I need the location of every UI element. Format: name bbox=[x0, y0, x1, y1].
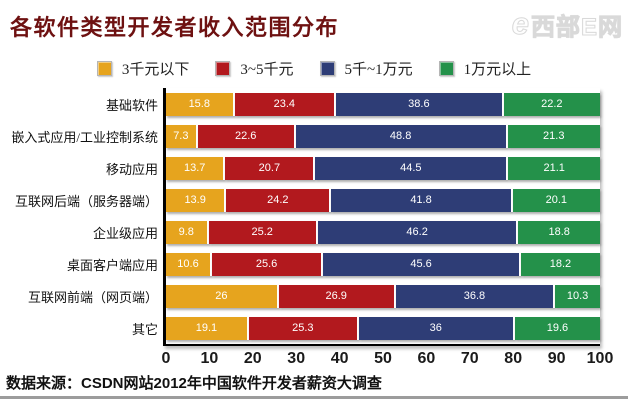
bar-track: 13.9 24.2 41.8 20.1 bbox=[166, 188, 600, 212]
bottom-divider bbox=[0, 396, 628, 399]
bar-track: 9.8 25.2 46.2 18.8 bbox=[166, 220, 600, 244]
bar-segment: 13.7 bbox=[166, 156, 226, 180]
bar-segment: 26.9 bbox=[278, 284, 396, 308]
bar-row: 19.1 25.3 36 19.6 bbox=[166, 312, 600, 344]
legend-item: 3千元以下 bbox=[96, 58, 190, 79]
bar-segment: 18.8 bbox=[518, 220, 600, 244]
bar-segment: 20.7 bbox=[225, 156, 316, 180]
legend-label: 5千~1万元 bbox=[344, 62, 413, 78]
bar-segment: 19.6 bbox=[514, 316, 600, 340]
weste-e-icon: e bbox=[511, 6, 530, 42]
x-axis-tick-label: 90 bbox=[547, 350, 566, 367]
x-axis-tick-label: 10 bbox=[200, 350, 219, 367]
bar-track: 10.6 25.6 45.6 18.2 bbox=[166, 252, 600, 276]
bar-segment: 25.3 bbox=[248, 316, 359, 340]
bar-segment: 46.2 bbox=[317, 220, 519, 244]
x-axis-tick-label: 80 bbox=[504, 350, 523, 367]
bar-segment: 41.8 bbox=[331, 188, 513, 212]
bar-track: 15.8 23.4 38.6 22.2 bbox=[166, 92, 600, 116]
watermark-logo: e 西部E网 bbox=[511, 6, 623, 42]
watermark-text: 西部E网 bbox=[530, 13, 623, 41]
category-label: 移动应用 bbox=[105, 161, 158, 177]
bar-segment: 25.2 bbox=[208, 220, 318, 244]
bar-segment: 22.6 bbox=[197, 124, 296, 148]
bar-segment: 13.9 bbox=[166, 188, 227, 212]
bar-segment: 48.8 bbox=[295, 124, 508, 148]
category-label: 互联网前端（网页端） bbox=[27, 289, 158, 305]
x-axis-tick-label: 60 bbox=[417, 350, 436, 367]
bar-segment: 10.3 bbox=[555, 284, 600, 308]
x-axis-tick-label: 40 bbox=[330, 350, 349, 367]
x-axis-tick-label: 30 bbox=[287, 350, 306, 367]
bar-row: 13.9 24.2 41.8 20.1 bbox=[166, 184, 600, 216]
category-label: 企业级应用 bbox=[92, 225, 158, 241]
bar-track: 26 26.9 36.8 10.3 bbox=[166, 284, 600, 308]
bar-segment: 22.2 bbox=[503, 92, 600, 116]
bar-row: 9.8 25.2 46.2 18.8 bbox=[166, 216, 600, 248]
legend-label: 1万元以上 bbox=[463, 62, 532, 78]
bar-row: 15.8 23.4 38.6 22.2 bbox=[166, 88, 600, 120]
stacked-bar-chart: 基础软件嵌入式应用/工业控制系统移动应用互联网后端（服务器端） 企业级应用桌面客户… bbox=[0, 88, 600, 346]
legend-item: 3~5千元 bbox=[215, 58, 294, 79]
category-label: 基础软件 bbox=[105, 97, 158, 113]
bar-segment: 45.6 bbox=[323, 252, 521, 276]
bar-segment: 19.1 bbox=[166, 316, 249, 340]
chart-title: 各软件类型开发者收入范围分布 bbox=[10, 15, 340, 41]
legend: 3千元以下 3~5千元 5千~1万元 1万元以上 bbox=[0, 58, 628, 79]
source-note: 数据来源：CSDN网站2012年中国软件开发者薪资大调查 bbox=[6, 375, 382, 392]
category-label: 桌面客户端应用 bbox=[66, 257, 158, 273]
legend-label: 3千元以下 bbox=[121, 62, 190, 78]
bar-track: 19.1 25.3 36 19.6 bbox=[166, 316, 600, 340]
bar-segment: 15.8 bbox=[166, 92, 235, 116]
bar-segment: 25.6 bbox=[212, 252, 324, 276]
category-axis: 基础软件嵌入式应用/工业控制系统移动应用互联网后端（服务器端） 企业级应用桌面客户… bbox=[0, 88, 163, 346]
bar-segment: 26 bbox=[166, 284, 279, 308]
bar-segment: 9.8 bbox=[166, 220, 209, 244]
bar-row: 26 26.9 36.8 10.3 bbox=[166, 280, 600, 312]
category-label: 互联网后端（服务器端） bbox=[14, 193, 158, 209]
legend-swatch-icon bbox=[96, 61, 112, 76]
category-label: 其它 bbox=[131, 321, 158, 337]
x-axis-tick-label: 100 bbox=[586, 350, 614, 367]
bar-segment: 10.6 bbox=[166, 252, 212, 276]
x-axis-tick-label: 0 bbox=[161, 350, 171, 367]
bar-row: 10.6 25.6 45.6 18.2 bbox=[166, 248, 600, 280]
bar-track: 7.3 22.6 48.8 21.3 bbox=[166, 124, 600, 148]
bar-row: 7.3 22.6 48.8 21.3 bbox=[166, 120, 600, 152]
category-label: 嵌入式应用/工业控制系统 bbox=[11, 129, 158, 145]
bar-segment: 20.1 bbox=[512, 188, 600, 212]
bar-row: 13.7 20.7 44.5 21.1 bbox=[166, 152, 600, 184]
legend-swatch-icon bbox=[438, 61, 454, 76]
bar-segment: 18.2 bbox=[520, 252, 600, 276]
bar-segment: 38.6 bbox=[336, 92, 504, 116]
legend-item: 5千~1万元 bbox=[319, 58, 413, 79]
legend-swatch-icon bbox=[215, 61, 231, 76]
legend-swatch-icon bbox=[319, 61, 335, 76]
x-axis-tick-label: 50 bbox=[374, 350, 392, 367]
plot-area: 15.8 23.4 38.6 22.2 7.3 22.6 48.8 21.3 13.7 20.7 4… bbox=[163, 88, 600, 346]
x-axis: 0 10 20 30 40 50 60 70 80 90 100 bbox=[162, 350, 614, 370]
bar-track: 13.7 20.7 44.5 21.1 bbox=[166, 156, 600, 180]
bar-segment: 36.8 bbox=[395, 284, 556, 308]
bar-segment: 21.1 bbox=[508, 156, 600, 180]
bar-segment: 21.3 bbox=[507, 124, 600, 148]
legend-item: 1万元以上 bbox=[438, 58, 532, 79]
x-axis-tick-label: 70 bbox=[460, 350, 479, 367]
bar-segment: 36 bbox=[358, 316, 515, 340]
x-axis-tick-label: 20 bbox=[243, 350, 262, 367]
bar-segment: 7.3 bbox=[166, 124, 198, 148]
legend-label: 3~5千元 bbox=[240, 62, 294, 78]
bar-segment: 44.5 bbox=[315, 156, 509, 180]
bar-segment: 23.4 bbox=[234, 92, 337, 116]
bar-segment: 24.2 bbox=[226, 188, 332, 212]
